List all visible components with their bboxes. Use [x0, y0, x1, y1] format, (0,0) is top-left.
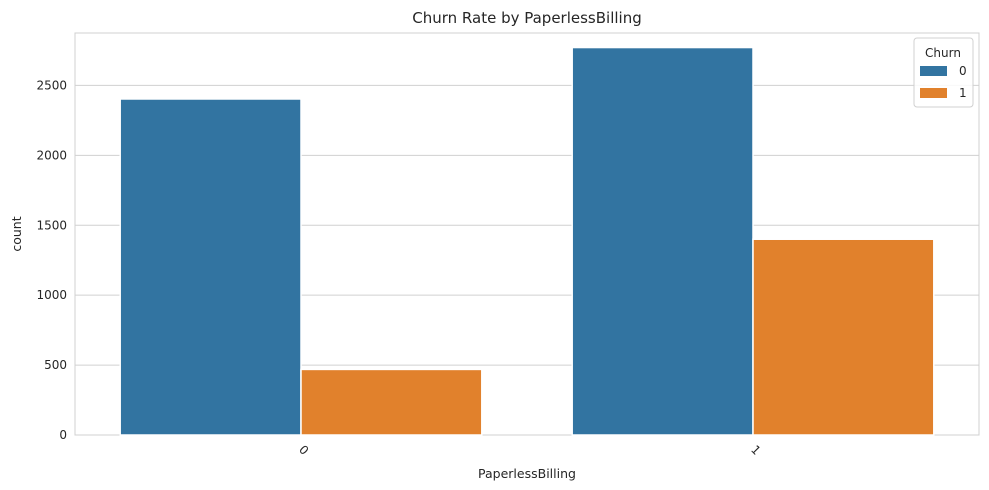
y-tick-label: 1500 [36, 218, 67, 232]
legend-label: 1 [959, 86, 967, 100]
y-tick-label: 1000 [36, 288, 67, 302]
bar [300, 368, 483, 436]
bars [119, 46, 935, 436]
y-tick-labels: 0 500 1000 1500 2000 2500 [36, 78, 67, 442]
legend-swatch [920, 66, 947, 76]
y-tick-label: 0 [59, 428, 67, 442]
x-tick-label: 1 [748, 443, 763, 458]
chart-title: Churn Rate by PaperlessBilling [412, 9, 642, 27]
x-axis-label: PaperlessBilling [478, 466, 576, 481]
y-tick-label: 2000 [36, 148, 67, 162]
bar [119, 98, 302, 436]
y-tick-label: 2500 [36, 78, 67, 92]
legend-title: Churn [925, 46, 961, 60]
legend-swatch [920, 88, 947, 98]
bar [752, 238, 935, 436]
bar [571, 46, 754, 436]
x-tick-label: 0 [296, 443, 311, 458]
legend-label: 0 [959, 64, 967, 78]
y-axis-label: count [9, 216, 24, 251]
legend: Churn 0 1 [913, 37, 974, 108]
y-tick-label: 500 [44, 358, 67, 372]
